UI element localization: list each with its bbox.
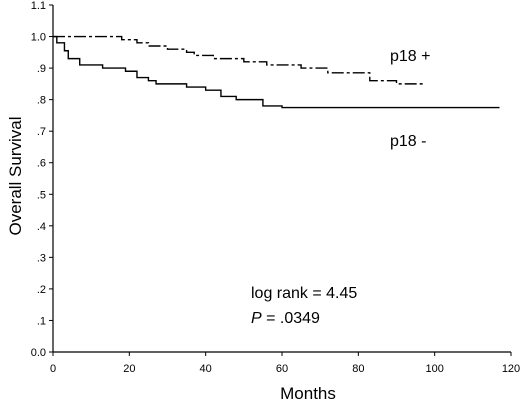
y-tick-label: .5	[37, 189, 46, 201]
y-tick-label: .4	[37, 221, 46, 233]
y-tick-label: .1	[37, 315, 46, 327]
y-tick-label: 1.0	[31, 32, 46, 44]
x-tick-label: 20	[123, 363, 135, 375]
x-tick-label: 80	[352, 363, 364, 375]
series-label-p18-negative: p18 -	[390, 133, 426, 150]
y-tick-label: .3	[37, 252, 46, 264]
y-tick-label: .2	[37, 284, 46, 296]
y-axis-title: Overall Survival	[6, 116, 25, 235]
p-value-text: = .0349	[262, 310, 320, 327]
y-tick-label: .6	[37, 158, 46, 170]
y-axis-ticks: 0.0 .1 .2 .3 .4 .5 .6 .7 .8 .9 1.0 1.1	[31, 0, 53, 359]
y-tick-label: 1.1	[31, 0, 46, 12]
series-layer	[53, 35, 500, 109]
p-value-annotation: P = .0349	[251, 310, 320, 327]
x-tick-label: 120	[502, 363, 520, 375]
log-rank-annotation: log rank = 4.45	[251, 285, 357, 302]
series-label-p18-positive: p18 +	[390, 48, 430, 65]
p-symbol: P	[251, 310, 262, 327]
x-axis-ticks: 0 20 40 60 80 100 120	[50, 352, 520, 375]
x-tick-label: 40	[200, 363, 212, 375]
series-line-p18-negative	[53, 35, 500, 109]
x-axis-title: Months	[280, 384, 336, 403]
series-line-p18-positive	[53, 35, 424, 85]
y-tick-label: .8	[37, 95, 46, 107]
x-tick-label: 100	[425, 363, 443, 375]
y-tick-label: 0.0	[31, 347, 46, 359]
y-tick-label: .9	[37, 63, 46, 75]
x-tick-label: 60	[276, 363, 288, 375]
y-tick-label: .7	[37, 126, 46, 138]
x-tick-label: 0	[50, 363, 56, 375]
